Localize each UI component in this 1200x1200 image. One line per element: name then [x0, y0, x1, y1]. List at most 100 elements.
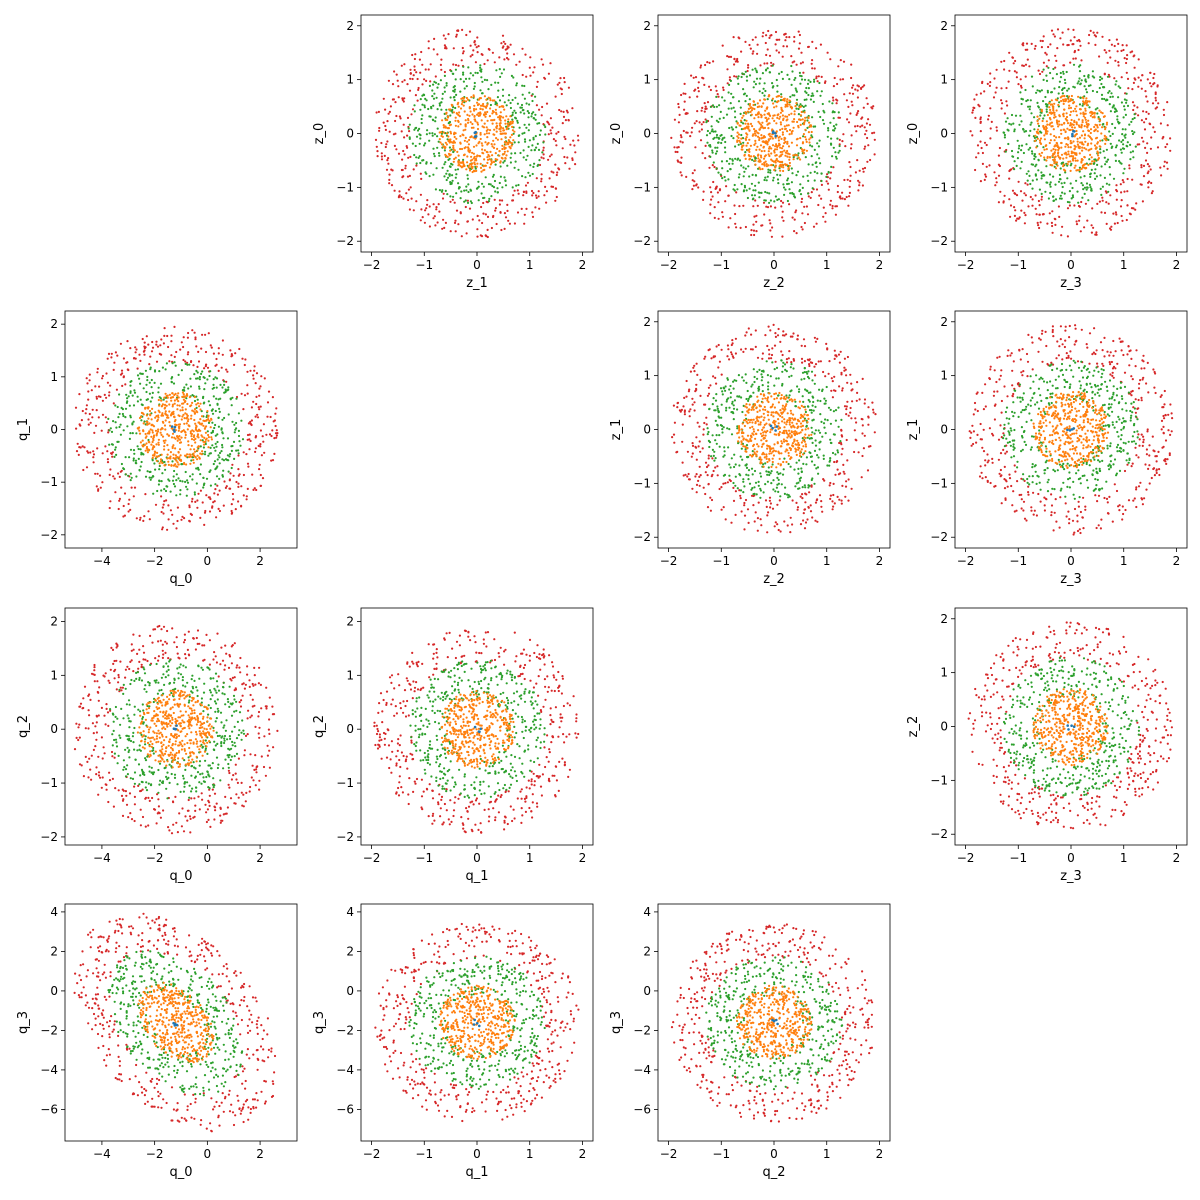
point-orange — [1051, 125, 1054, 128]
point-orange — [440, 131, 443, 134]
point-red — [481, 53, 484, 57]
point-orange — [799, 158, 802, 161]
point-green — [1015, 164, 1018, 167]
point-red — [1040, 195, 1043, 198]
point-orange — [1105, 121, 1109, 124]
point-green — [538, 122, 541, 125]
point-red — [439, 63, 442, 66]
point-red — [188, 506, 191, 509]
point-red — [173, 355, 176, 358]
point-red — [734, 222, 737, 225]
point-green — [766, 191, 769, 194]
point-orange — [781, 131, 785, 134]
point-green — [122, 414, 125, 418]
point-orange — [465, 168, 468, 171]
point-orange — [453, 132, 456, 135]
point-red — [188, 504, 191, 507]
point-red — [498, 203, 501, 206]
point-red — [1123, 190, 1126, 193]
point-red — [151, 346, 155, 349]
point-green — [215, 377, 219, 380]
point-red — [1108, 39, 1111, 42]
point-green — [449, 181, 452, 184]
point-green — [731, 128, 734, 131]
point-red — [1132, 81, 1135, 84]
point-red — [75, 427, 78, 430]
point-orange — [750, 109, 754, 112]
point-red — [171, 513, 174, 516]
point-green — [1071, 186, 1074, 190]
point-red — [480, 235, 484, 238]
point-orange — [1104, 126, 1107, 129]
point-green — [1105, 160, 1108, 163]
point-green — [1047, 66, 1050, 69]
point-green — [1049, 181, 1052, 184]
point-orange — [146, 406, 149, 409]
point-green — [834, 127, 837, 130]
point-red — [1072, 57, 1075, 60]
point-red — [486, 228, 489, 231]
point-red — [118, 475, 121, 478]
point-red — [728, 76, 732, 79]
point-orange — [770, 164, 773, 167]
point-red — [395, 73, 398, 76]
point-red — [770, 235, 774, 238]
point-green — [218, 456, 221, 459]
point-red — [1160, 174, 1163, 177]
point-green — [818, 157, 821, 160]
point-orange — [499, 111, 502, 114]
point-red — [557, 130, 560, 134]
point-red — [208, 510, 212, 513]
point-green — [196, 398, 199, 401]
point-red — [204, 333, 207, 336]
point-red — [727, 194, 730, 197]
point-green — [1060, 182, 1063, 185]
point-green — [135, 462, 138, 465]
point-orange — [184, 408, 187, 411]
point-green — [1025, 99, 1028, 103]
point-orange — [155, 459, 158, 462]
point-red — [733, 75, 736, 78]
point-green — [816, 142, 819, 145]
point-red — [1074, 57, 1077, 60]
point-red — [690, 131, 693, 134]
point-red — [820, 183, 824, 186]
point-orange — [192, 435, 195, 439]
point-orange — [442, 124, 445, 127]
point-red — [175, 350, 178, 354]
point-green — [509, 156, 512, 159]
point-red — [142, 350, 145, 353]
point-green — [735, 126, 738, 129]
point-orange — [471, 162, 474, 165]
point-red — [709, 203, 712, 206]
point-green — [1114, 159, 1117, 162]
point-orange — [1054, 148, 1057, 151]
point-orange — [782, 117, 785, 120]
point-orange — [476, 127, 480, 131]
point-orange — [477, 98, 480, 101]
point-red — [204, 509, 207, 513]
point-orange — [786, 118, 789, 121]
point-orange — [196, 458, 199, 461]
point-orange — [760, 150, 763, 153]
point-green — [214, 376, 217, 379]
point-green — [496, 187, 499, 190]
point-red — [461, 46, 464, 50]
point-green — [757, 191, 760, 194]
point-green — [779, 174, 782, 177]
point-green — [501, 186, 504, 189]
point-red — [455, 209, 459, 212]
point-red — [407, 188, 410, 191]
point-red — [822, 206, 825, 209]
point-orange — [1065, 156, 1068, 159]
point-red — [711, 195, 714, 198]
point-red — [1140, 183, 1143, 186]
point-green — [211, 444, 214, 447]
point-red — [1161, 137, 1164, 140]
point-green — [214, 409, 217, 413]
point-red — [138, 518, 142, 521]
point-green — [497, 89, 500, 92]
point-red — [702, 77, 705, 80]
point-green — [1123, 105, 1126, 108]
point-red — [1113, 44, 1116, 48]
